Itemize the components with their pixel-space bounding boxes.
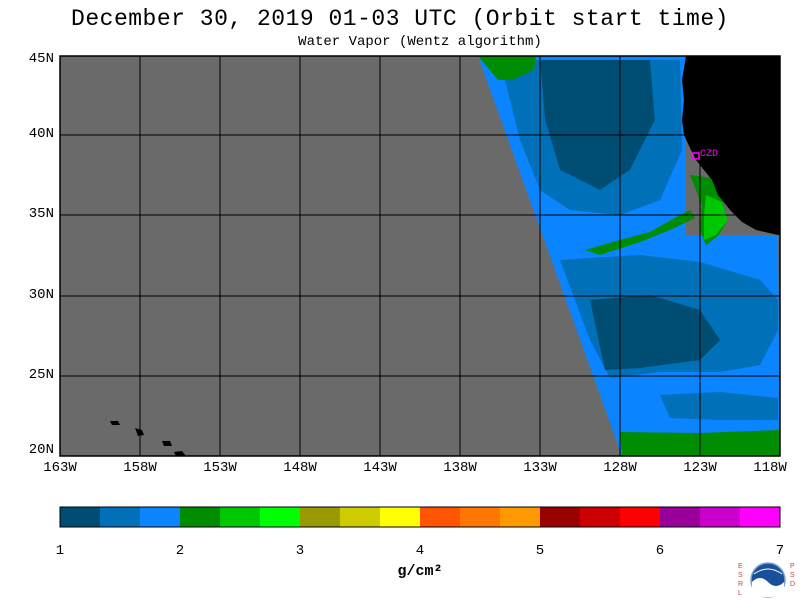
- swath-dark-blue-north: [540, 60, 655, 190]
- colorbar-border: [59, 506, 781, 528]
- map-border: [59, 55, 781, 457]
- colorbar-bin: [100, 507, 141, 527]
- lon-label-153w: 153W: [203, 460, 237, 476]
- colorbar-bin: [260, 507, 301, 527]
- chart-subtitle: Water Vapor (Wentz algorithm): [298, 34, 542, 50]
- lat-label-30n: 30N: [28, 287, 54, 303]
- lat-label-25n: 25N: [28, 367, 54, 383]
- colorbar-bin: [740, 507, 781, 527]
- lat-label-45n: 45N: [28, 51, 54, 67]
- colorbar-tick-3: 3: [295, 543, 305, 559]
- colorbar-tick-6: 6: [655, 543, 665, 559]
- colorbar-tick-4: 4: [415, 543, 425, 559]
- swath-dark-blue-south: [590, 295, 720, 370]
- colorbar-bin: [180, 507, 221, 527]
- colorbar-bin: [220, 507, 261, 527]
- station-marker-czd: [692, 152, 700, 160]
- colorbar-bin: [140, 507, 181, 527]
- lon-label-118w: 118W: [753, 460, 787, 476]
- lon-label-123w: 123W: [683, 460, 717, 476]
- lon-label-128w: 128W: [603, 460, 637, 476]
- colorbar-tick-7: 7: [775, 543, 785, 559]
- lon-label-163w: 163W: [43, 460, 77, 476]
- swath-green-north: [478, 56, 536, 80]
- colorbar-bin: [380, 507, 421, 527]
- lon-label-143w: 143W: [363, 460, 397, 476]
- swath-green-band: [585, 210, 695, 255]
- swath-mid-blue-ring: [500, 60, 682, 215]
- colorbar: [60, 507, 781, 527]
- lon-label-148w: 148W: [283, 460, 317, 476]
- lat-label-20n: 20N: [28, 442, 54, 458]
- colorbar-bin: [540, 507, 581, 527]
- colorbar-bin: [300, 507, 341, 527]
- colorbar-unit-label: g/cm²: [397, 563, 443, 580]
- island-hawaii: [174, 451, 186, 456]
- colorbar-tick-1: 1: [55, 543, 65, 559]
- colorbar-bin: [620, 507, 661, 527]
- island-maui: [162, 441, 172, 446]
- chart-title: December 30, 2019 01-03 UTC (Orbit start…: [71, 6, 729, 32]
- lat-label-35n: 35N: [28, 206, 54, 222]
- colorbar-tick-5: 5: [535, 543, 545, 559]
- colorbar-tick-2: 2: [175, 543, 185, 559]
- lon-label-133w: 133W: [523, 460, 557, 476]
- lat-label-40n: 40N: [28, 126, 54, 142]
- lon-label-138w: 138W: [443, 460, 477, 476]
- noaa-seal-icon: [750, 562, 786, 598]
- colorbar-bin: [420, 507, 461, 527]
- colorbar-bin: [700, 507, 741, 527]
- colorbar-bin: [660, 507, 701, 527]
- colorbar-bin: [460, 507, 501, 527]
- island-kauai: [110, 421, 120, 425]
- colorbar-bin: [340, 507, 381, 527]
- colorbar-bin: [580, 507, 621, 527]
- colorbar-bin: [60, 507, 101, 527]
- station-label-czd: CZD: [700, 149, 718, 160]
- land-north-america: [682, 56, 780, 235]
- lon-label-158w: 158W: [123, 460, 157, 476]
- colorbar-bin: [500, 507, 541, 527]
- graticule: [60, 56, 780, 456]
- swath-mid-blue-bottom: [660, 392, 778, 420]
- swath-bright-green-coast: [704, 195, 728, 240]
